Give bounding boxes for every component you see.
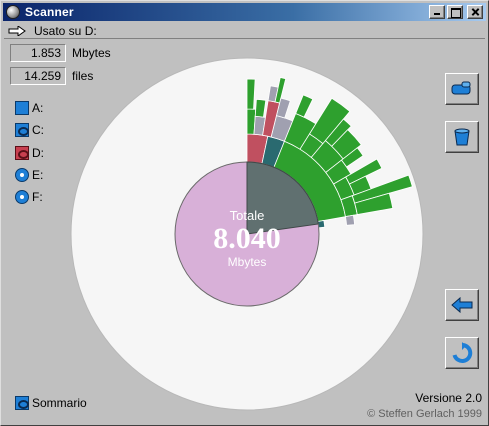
- drive-e-label: E:: [32, 168, 44, 182]
- title-bar[interactable]: Scanner: [3, 3, 486, 21]
- refresh-button[interactable]: [445, 337, 479, 369]
- drive-c[interactable]: C:: [15, 122, 44, 138]
- folder-segment[interactable]: [308, 97, 351, 145]
- back-button[interactable]: [445, 289, 479, 321]
- drive-a[interactable]: A:: [15, 100, 43, 116]
- floppy-drive-icon: [15, 101, 29, 115]
- folder-segment[interactable]: [254, 98, 267, 118]
- delete-button[interactable]: [445, 121, 479, 153]
- cd-drive-icon: [15, 190, 29, 204]
- close-button[interactable]: [467, 5, 483, 19]
- drive-d-label: D:: [32, 146, 44, 160]
- folder-segment[interactable]: [340, 147, 364, 168]
- files-value: 14.259: [10, 67, 66, 85]
- folder-segment[interactable]: [276, 97, 291, 119]
- app-globe-icon[interactable]: [6, 5, 20, 19]
- minimize-button[interactable]: [429, 5, 445, 19]
- summary-drive-icon: [15, 396, 29, 410]
- summary-label: Sommario: [32, 396, 87, 410]
- center-title: Totale: [230, 208, 265, 223]
- drive-e[interactable]: E:: [15, 167, 43, 183]
- summary-toggle[interactable]: Sommario: [15, 396, 87, 410]
- drive-scan-icon: [451, 81, 471, 95]
- center-value: 8.040: [213, 222, 281, 255]
- hard-drive-selected-icon: [15, 146, 29, 160]
- size-stat: 1.853 Mbytes: [10, 44, 111, 62]
- version-text: Versione 2.0: [415, 391, 482, 405]
- folder-segment[interactable]: [345, 214, 356, 226]
- window-controls: [429, 5, 483, 19]
- drive-f[interactable]: F:: [15, 189, 43, 205]
- folder-segment[interactable]: [354, 192, 394, 216]
- disk-usage-sunburst[interactable]: Totale 8.040 Mbytes: [67, 41, 427, 421]
- path-bar: Usato su D:: [4, 23, 485, 39]
- size-value: 1.853: [10, 44, 66, 62]
- window-title: Scanner: [25, 5, 74, 19]
- copyright-text: © Steffen Gerlach 1999: [367, 408, 482, 420]
- drive-f-label: F:: [32, 190, 43, 204]
- folder-segment[interactable]: [246, 78, 256, 110]
- drive-a-label: A:: [32, 101, 44, 115]
- path-label: Usato su D:: [34, 23, 97, 38]
- drive-d[interactable]: D:: [15, 145, 44, 161]
- size-unit: Mbytes: [72, 46, 111, 60]
- folder-segment[interactable]: [295, 94, 314, 118]
- hard-drive-icon: [15, 123, 29, 137]
- files-unit: files: [72, 69, 94, 83]
- left-arrow-icon: [451, 297, 473, 313]
- trash-icon: [454, 128, 470, 146]
- used-space-sector[interactable]: [246, 161, 319, 235]
- center-unit: Mbytes: [228, 255, 267, 269]
- files-stat: 14.259 files: [10, 67, 93, 85]
- right-arrow-icon[interactable]: [8, 25, 26, 36]
- drive-c-label: C:: [32, 123, 44, 137]
- refresh-icon: [452, 342, 473, 363]
- scan-button[interactable]: [445, 73, 479, 105]
- folder-rings[interactable]: [246, 77, 413, 229]
- cd-drive-icon: [15, 168, 29, 182]
- maximize-button[interactable]: [447, 5, 463, 19]
